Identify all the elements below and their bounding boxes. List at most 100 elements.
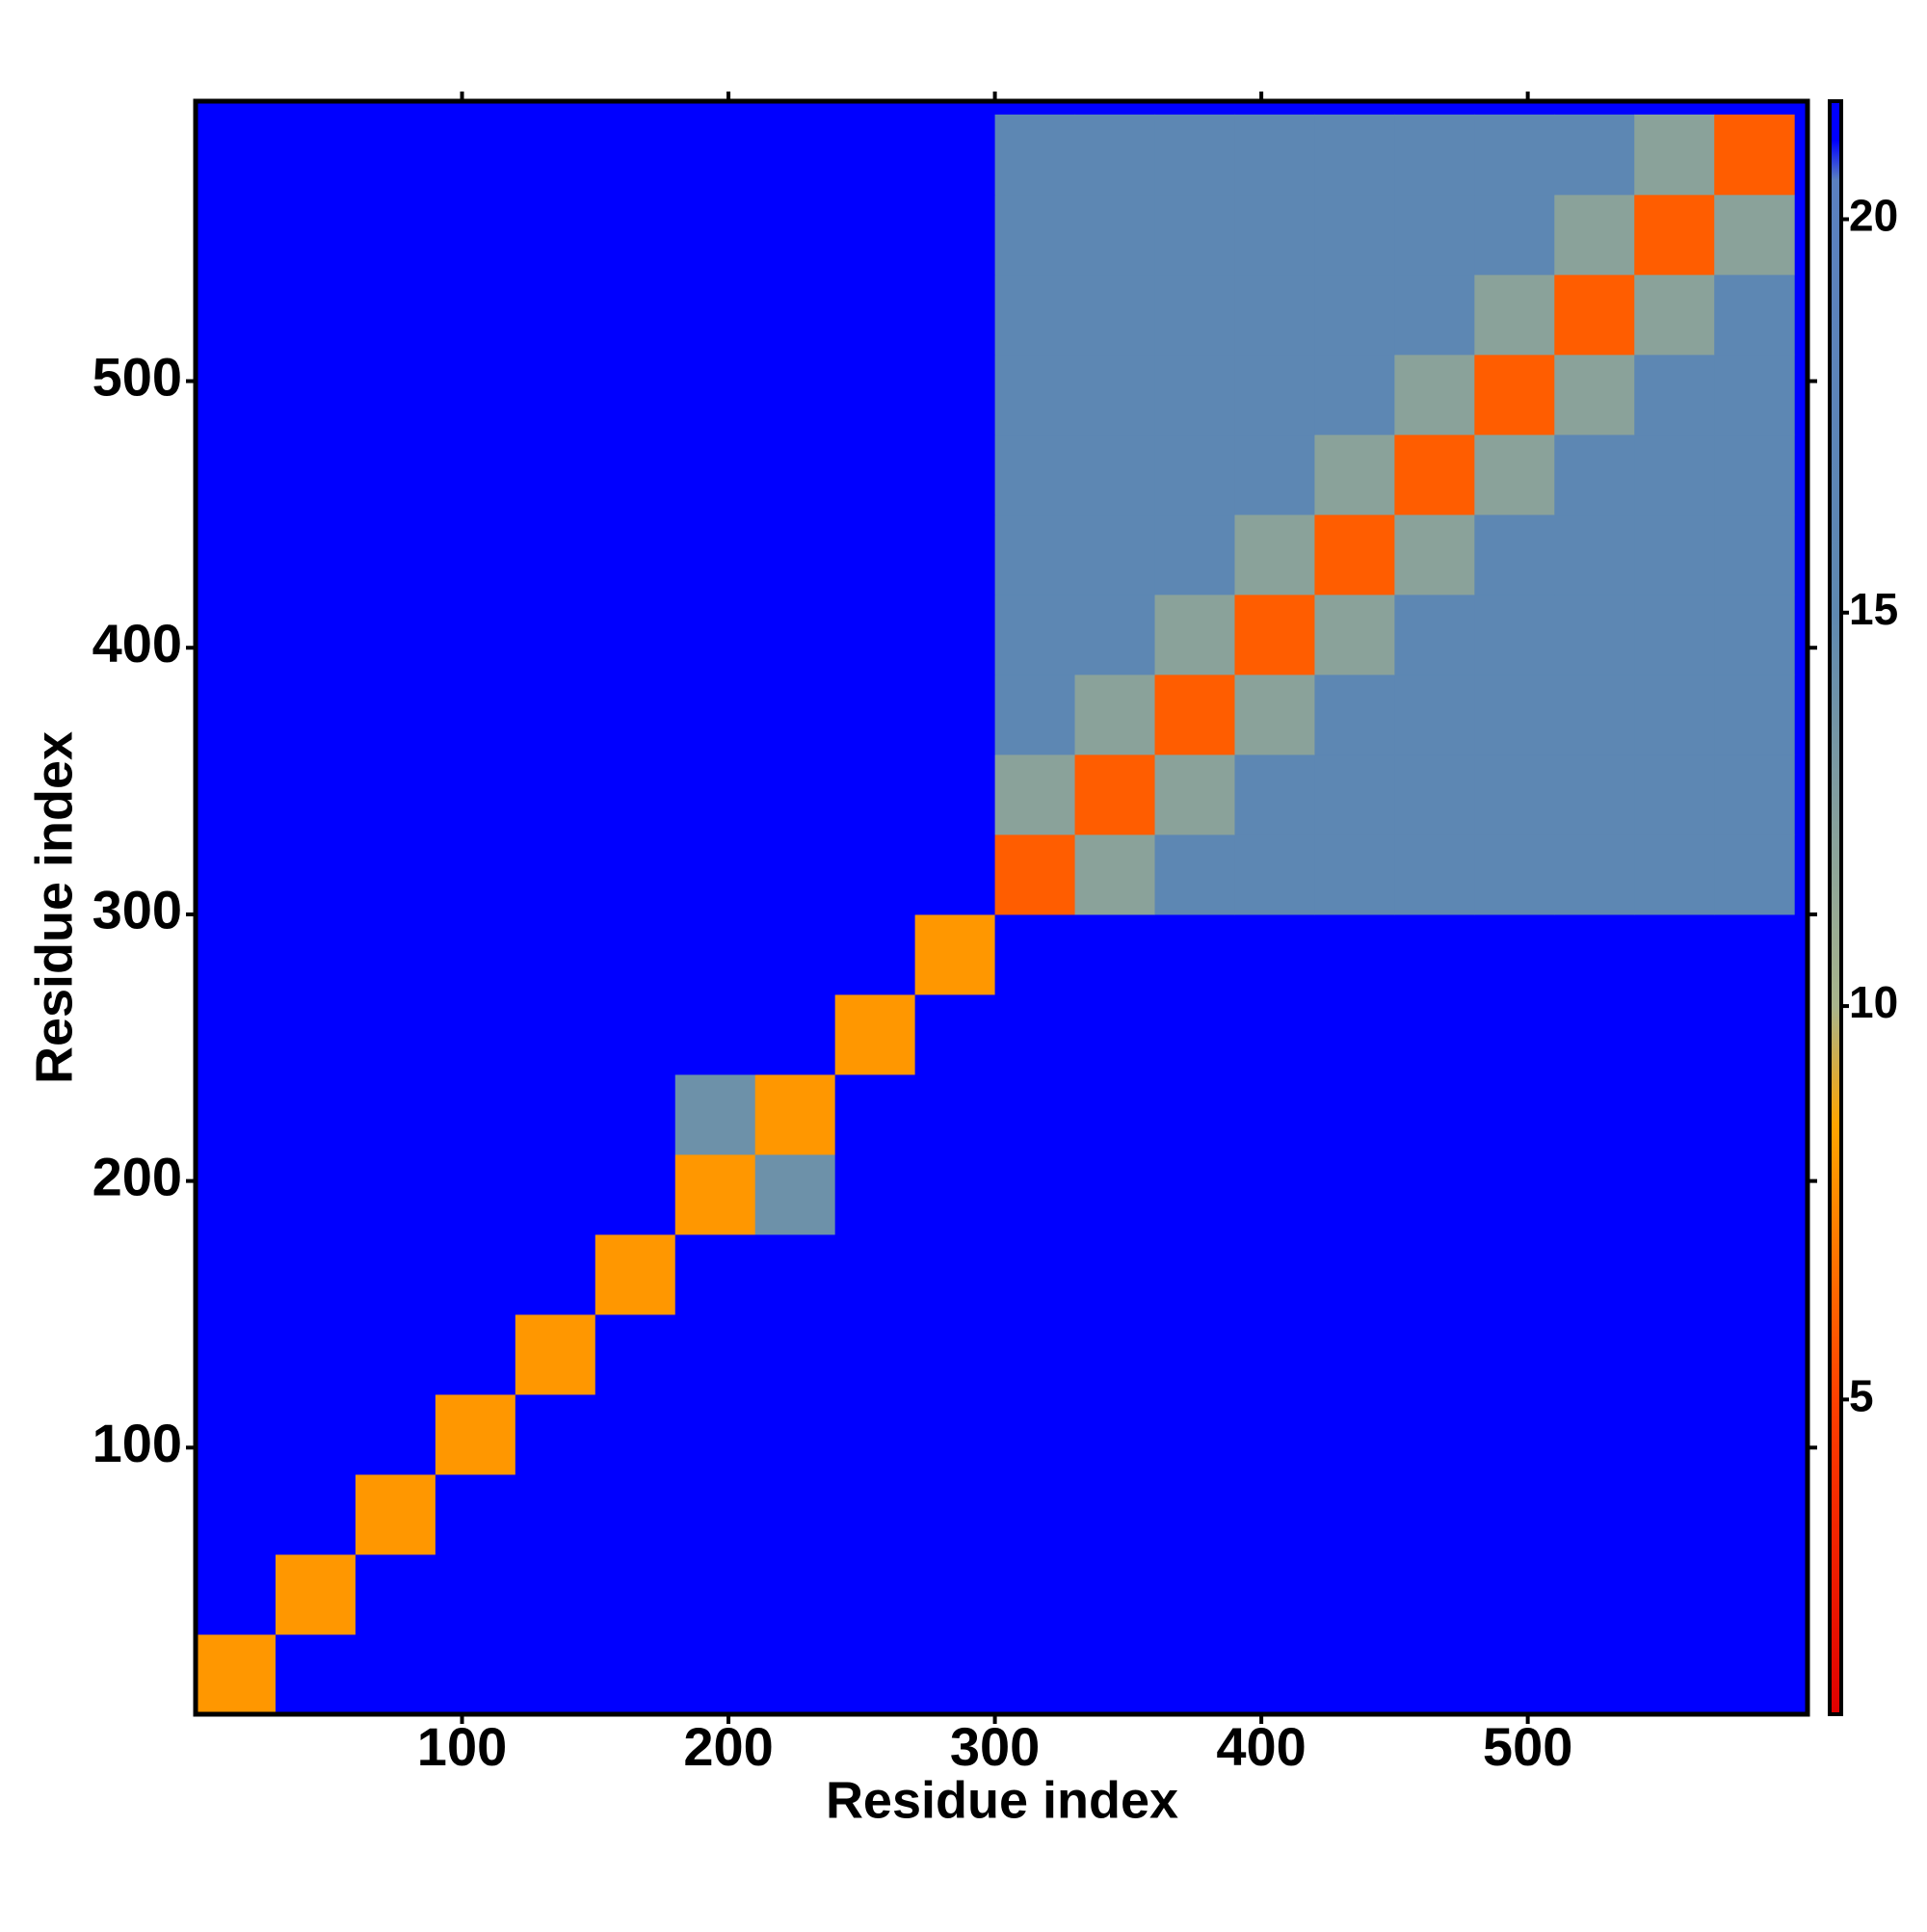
heatmap-cell (196, 1313, 277, 1395)
heatmap-cell (914, 1553, 996, 1635)
heatmap-cell (594, 1073, 676, 1155)
x-tick-label: 100 (417, 1716, 507, 1777)
heatmap-cell (1234, 1393, 1315, 1475)
heatmap-cell (674, 1633, 756, 1715)
heatmap-cell (1154, 1473, 1235, 1555)
heatmap-cell (1234, 834, 1315, 915)
heatmap-cell (1074, 1233, 1156, 1315)
heatmap-cell (834, 274, 916, 356)
heatmap-cell (355, 1633, 436, 1715)
heatmap-cell (914, 754, 996, 835)
heatmap-cell (834, 1633, 916, 1715)
heatmap-cell (1394, 1313, 1475, 1395)
heatmap-cell (834, 1153, 916, 1235)
heatmap-cell (754, 834, 836, 915)
heatmap-cell (196, 1393, 277, 1475)
heatmap-cell (834, 1073, 916, 1155)
heatmap-cell (914, 114, 996, 196)
heatmap-cell (1394, 1153, 1475, 1235)
heatmap-cell (994, 913, 1076, 995)
heatmap-cell (674, 354, 756, 436)
x-tick-label: 500 (1483, 1716, 1572, 1777)
heatmap-cell (1714, 993, 1795, 1075)
heatmap-cell (196, 114, 277, 196)
heatmap-cell (1314, 1073, 1395, 1155)
heatmap-cell (515, 993, 596, 1075)
heatmap-cell (1394, 514, 1475, 595)
heatmap-cell (754, 1473, 836, 1555)
heatmap-cell (834, 1313, 916, 1395)
heatmap-cell (1154, 434, 1235, 516)
heatmap-cell (435, 754, 516, 835)
heatmap-cell (754, 434, 836, 516)
heatmap-cell (1714, 114, 1795, 196)
heatmap-cell (515, 834, 596, 915)
heatmap-cell (1634, 1233, 1715, 1315)
heatmap-cell (594, 1633, 676, 1715)
heatmap-cell (834, 114, 916, 196)
heatmap-cell (1634, 514, 1715, 595)
heatmap-cell (1394, 1233, 1475, 1315)
heatmap-cell (355, 594, 436, 675)
plot-frame (193, 98, 1810, 1717)
heatmap-cell (834, 194, 916, 276)
heatmap-cell (674, 594, 756, 675)
heatmap-cell (834, 1473, 916, 1555)
heatmap-cell (1554, 1233, 1635, 1315)
heatmap-cell (1234, 1313, 1315, 1395)
heatmap-cell (1714, 274, 1795, 356)
heatmap-cell (1314, 674, 1395, 755)
heatmap-cell (994, 1153, 1076, 1235)
heatmap-cell (1474, 1553, 1555, 1635)
heatmap-cell (1554, 354, 1635, 436)
heatmap-cell (834, 754, 916, 835)
heatmap-cell (1074, 594, 1156, 675)
heatmap-cell (1234, 194, 1315, 276)
heatmap-cell (1474, 1473, 1555, 1555)
heatmap-cell (994, 754, 1076, 835)
heatmap-cell (355, 194, 436, 276)
heatmap-cell (754, 194, 836, 276)
heatmap-cell (1554, 1473, 1635, 1555)
heatmap-cell (594, 834, 676, 915)
heatmap-cell (1474, 594, 1555, 675)
heatmap-cell (674, 754, 756, 835)
heatmap-cell (754, 913, 836, 995)
heatmap-cell (994, 1553, 1076, 1635)
heatmap-cell (355, 754, 436, 835)
heatmap-cell (355, 913, 436, 995)
heatmap-cell (914, 993, 996, 1075)
heatmap-cell (914, 674, 996, 755)
heatmap-cell (1154, 1073, 1235, 1155)
heatmap-cell (754, 1553, 836, 1635)
heatmap-cell (834, 1393, 916, 1475)
heatmap-cell (275, 913, 356, 995)
heatmap-cell (594, 1233, 676, 1315)
heatmap-cell (994, 834, 1076, 915)
heatmap-cell (275, 1313, 356, 1395)
heatmap-cell (674, 514, 756, 595)
heatmap-cell (275, 354, 356, 436)
heatmap-cell (594, 1553, 676, 1635)
heatmap-cell (754, 1393, 836, 1475)
heatmap-cell (834, 993, 916, 1075)
heatmap-cell (435, 913, 516, 995)
heatmap-cell (1554, 1313, 1635, 1395)
heatmap-cell (754, 114, 836, 196)
heatmap-cell (196, 674, 277, 755)
heatmap-cell (515, 674, 596, 755)
heatmap-cell (594, 1313, 676, 1395)
heatmap-cell (994, 1233, 1076, 1315)
heatmap-cell (435, 1553, 516, 1635)
heatmap-cell (515, 274, 596, 356)
heatmap-cell (1394, 194, 1475, 276)
heatmap-cell (1634, 354, 1715, 436)
heatmap-cell (435, 1233, 516, 1315)
heatmap-cell (1314, 114, 1395, 196)
heatmap-cell (275, 674, 356, 755)
heatmap-cell (914, 1233, 996, 1315)
heatmap-cell (914, 194, 996, 276)
heatmap-cell (594, 354, 676, 436)
heatmap-cell (435, 114, 516, 196)
heatmap-cell (1394, 1553, 1475, 1635)
